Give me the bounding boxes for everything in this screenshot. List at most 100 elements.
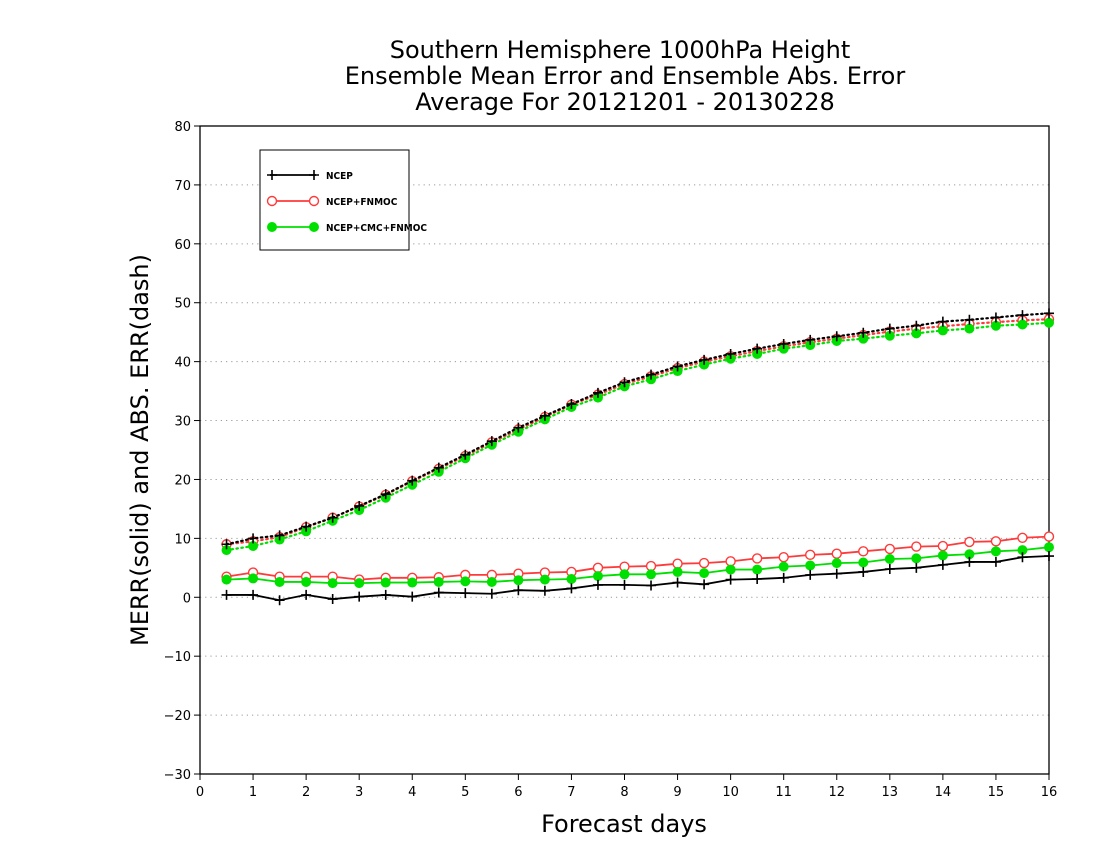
- y-tick-label: −10: [164, 650, 191, 665]
- merr-point: [566, 574, 577, 585]
- abs-err-point: [831, 331, 842, 342]
- abs-err-point: [407, 475, 418, 486]
- abs-err-line-ncep: [225, 312, 1051, 546]
- merr-point: [699, 568, 710, 579]
- merr-point: [937, 550, 948, 561]
- merr-point: [725, 564, 736, 575]
- merr-point: [433, 576, 444, 587]
- merr-point: [513, 585, 524, 596]
- abs-err-point: [460, 449, 471, 460]
- x-tick-label: 10: [722, 785, 739, 800]
- merr-point: [752, 564, 763, 575]
- x-tick-label: 12: [828, 785, 845, 800]
- x-tick-label: 16: [1041, 785, 1058, 800]
- y-tick-label: −20: [164, 709, 191, 724]
- merr-point: [884, 563, 895, 574]
- x-tick-label: 8: [620, 785, 628, 800]
- merr-point: [486, 588, 497, 599]
- merr-point: [725, 574, 736, 585]
- merr-point: [327, 594, 338, 605]
- abs-err-point: [990, 320, 1001, 331]
- merr-point: [964, 556, 975, 567]
- x-tick-label: 6: [514, 785, 522, 800]
- merr-point: [672, 577, 683, 588]
- x-tick-label: 4: [408, 785, 416, 800]
- x-tick-label: 2: [302, 785, 310, 800]
- merr-point: [990, 536, 1002, 547]
- x-tick-label: 7: [567, 785, 575, 800]
- merr-point: [858, 566, 869, 577]
- y-tick-label: 20: [174, 473, 191, 488]
- merr-point: [592, 579, 603, 590]
- merr-point: [646, 580, 657, 591]
- abs-err-point: [248, 533, 259, 544]
- x-tick-label: 11: [775, 785, 792, 800]
- merr-point: [221, 574, 232, 585]
- merr-point: [592, 562, 604, 574]
- merr-point: [858, 546, 869, 557]
- abs-err-point: [1044, 308, 1054, 319]
- merr-point: [433, 587, 444, 598]
- merr-point: [911, 562, 922, 573]
- abs-err-point: [592, 387, 603, 398]
- y-tick-label: 60: [174, 238, 191, 253]
- merr-point: [513, 575, 524, 586]
- merr-point: [486, 576, 497, 587]
- y-tick-label: 50: [174, 297, 191, 312]
- legend-swatch-marker: [267, 170, 277, 180]
- abs-err-point: [672, 361, 683, 372]
- merr-point: [274, 576, 285, 587]
- legend-swatch-marker: [309, 170, 319, 180]
- abs-err-point: [327, 512, 338, 523]
- abs-err-point: [274, 530, 285, 541]
- legend-swatch-marker: [266, 195, 278, 207]
- merr-point: [858, 557, 869, 568]
- abs-err-point: [513, 422, 524, 433]
- abs-err-point: [911, 320, 922, 331]
- merr-point: [937, 559, 948, 570]
- abs-err-point: [752, 343, 763, 354]
- chart-title-line-2: Ensemble Mean Error and Ensemble Abs. Er…: [345, 62, 906, 90]
- merr-point: [752, 574, 763, 585]
- merr-point: [619, 579, 630, 590]
- legend-label: NCEP: [326, 171, 353, 182]
- merr-point: [301, 576, 312, 587]
- merr-point: [460, 576, 471, 587]
- merr-point: [911, 553, 922, 564]
- merr-point: [274, 595, 285, 606]
- legend-item-ncep: NCEP: [267, 170, 353, 182]
- merr-point: [805, 549, 816, 561]
- series-ncep-fnmoc: [221, 314, 1055, 585]
- merr-point: [805, 569, 816, 580]
- legend-label: NCEP+FNMOC: [326, 197, 398, 208]
- abs-err-point: [964, 323, 975, 334]
- y-tick-label: 80: [174, 120, 191, 135]
- x-tick-label: 9: [673, 785, 681, 800]
- abs-err-point: [805, 334, 816, 345]
- merr-point: [672, 558, 683, 569]
- chart-title-line-1: Southern Hemisphere 1000hPa Height: [390, 36, 850, 64]
- legend-swatch-marker: [309, 222, 319, 232]
- merr-point: [911, 541, 922, 552]
- merr-point: [327, 578, 338, 589]
- abs-err-point: [539, 410, 550, 421]
- merr-point: [990, 556, 1001, 567]
- merr-point: [805, 560, 816, 571]
- merr-point: [831, 568, 842, 579]
- abs-err-line-ncep-cmc-fnmoc: [225, 321, 1051, 552]
- merr-point: [248, 573, 259, 584]
- y-tick-label: 10: [174, 532, 191, 547]
- abs-err-point: [937, 325, 948, 336]
- abs-err-point: [884, 323, 895, 334]
- merr-point: [778, 561, 789, 572]
- y-tick-label: 30: [174, 415, 191, 430]
- abs-err-point: [699, 354, 710, 365]
- x-axis-label: Forecast days: [541, 810, 707, 838]
- merr-point: [380, 589, 391, 600]
- x-tick-label: 5: [461, 785, 469, 800]
- abs-err-point: [301, 521, 312, 532]
- abs-err-point: [858, 327, 869, 338]
- abs-err-point: [646, 369, 657, 380]
- abs-err-point: [964, 314, 975, 325]
